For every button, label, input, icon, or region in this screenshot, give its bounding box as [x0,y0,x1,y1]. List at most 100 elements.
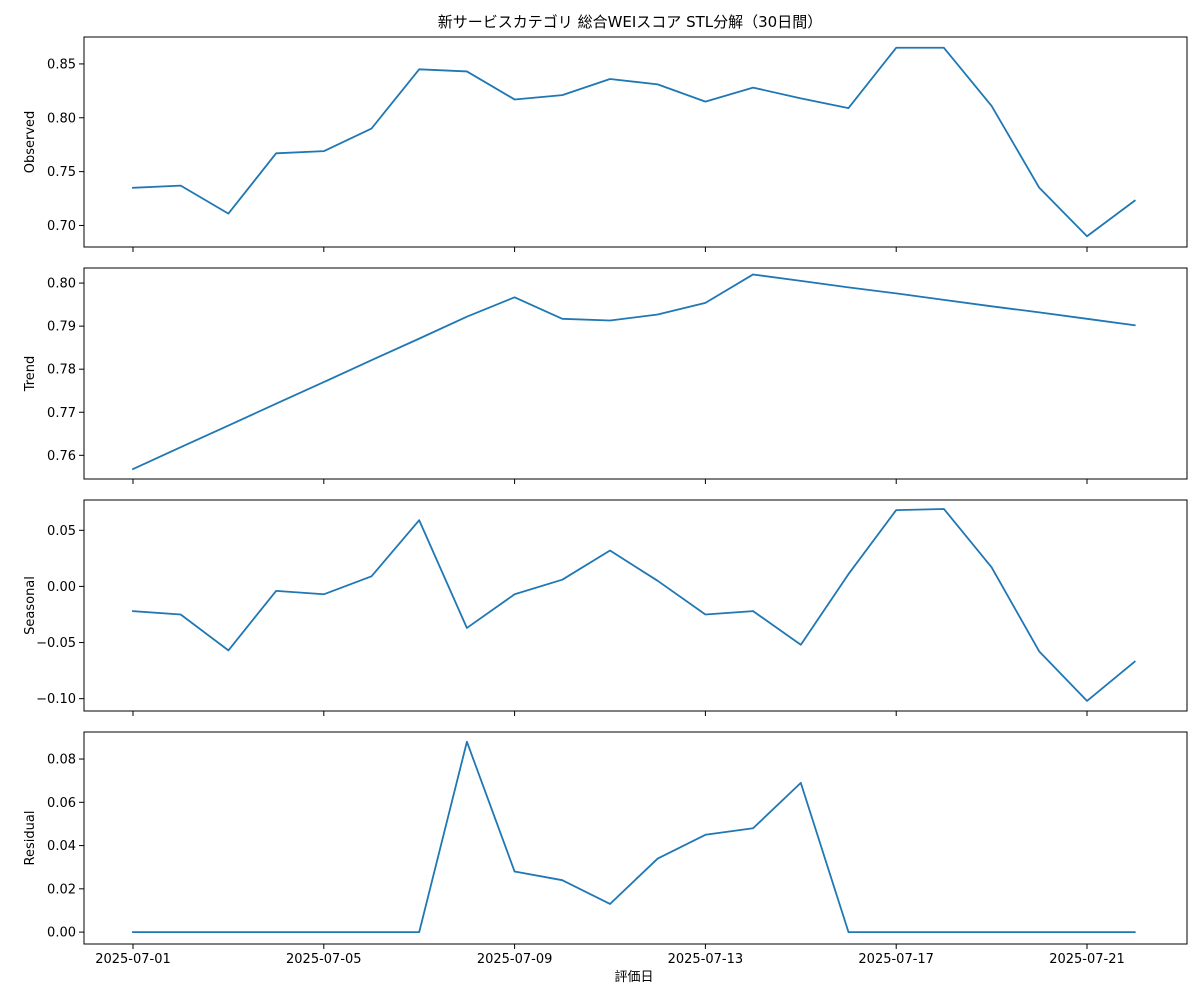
data-point [275,402,277,404]
data-point [1134,931,1136,933]
x-tick-label: 2025-07-17 [858,952,934,967]
data-point [466,315,468,317]
panel-seasonal: −0.10 −0.05 0.00 0.05 Seasonal [23,499,1188,716]
data-point [990,566,992,568]
data-point [1086,318,1088,320]
data-point [704,834,706,836]
data-point [990,305,992,307]
panel-frame [83,36,1188,248]
y-tick-label: 0.77 [47,406,76,421]
chart-panels: 0.70 0.75 0.80 0.85 Observed 0.76 0.77 0.78 0.79… [23,36,1188,967]
data-point [180,613,182,615]
x-axis-label: 評価日 [614,970,653,985]
data-point [227,424,229,426]
y-tick-label: 0.04 [47,839,76,854]
data-point [275,590,277,592]
data-point [800,782,802,784]
data-point [847,107,849,109]
y-tick-label: 0.02 [47,882,76,897]
data-point [657,313,659,315]
y-tick-label: 0.00 [47,926,76,941]
y-axis-label: Residual [23,811,38,866]
data-point [895,931,897,933]
data-point [847,286,849,288]
data-point [1038,311,1040,313]
data-point [704,302,706,304]
y-axis-label: Observed [23,111,38,174]
panel-frame [83,731,1188,945]
data-point [227,212,229,214]
data-point [275,152,277,154]
panel-frame [83,267,1188,480]
y-tick-label: 0.06 [47,796,76,811]
data-point [609,78,611,80]
chart-title: 新サービスカテゴリ 総合WEIスコア STL分解（30日間） [438,13,822,31]
y-tick-label: 0.76 [47,449,76,464]
data-point [704,613,706,615]
data-point [800,97,802,99]
data-point [513,296,515,298]
data-point [466,627,468,629]
data-point [323,931,325,933]
data-point [943,299,945,301]
data-point [1134,324,1136,326]
y-tick-label: 0.75 [47,165,76,180]
data-point [1086,931,1088,933]
data-point [752,273,754,275]
series-line-residual [132,740,1136,933]
data-point [513,98,515,100]
data-point [1038,650,1040,652]
y-tick-label: 0.05 [47,524,76,539]
y-tick-label: 0.79 [47,320,76,335]
panel-frame [83,499,1188,712]
y-tick-label: 0.85 [47,57,76,72]
data-point [561,578,563,580]
x-tick-label: 2025-07-05 [286,952,362,967]
data-point [466,70,468,72]
panel-residual: 0.00 0.02 0.04 0.06 0.08 Residual 2025-07-01 20… [23,731,1188,967]
data-point [752,86,754,88]
y-tick-label: 0.00 [47,580,76,595]
data-point [513,870,515,872]
x-tick-label: 2025-07-13 [668,952,744,967]
y-tick-label: 0.08 [47,753,76,768]
x-tick-label: 2025-07-09 [477,952,553,967]
data-point [657,83,659,85]
data-point [943,931,945,933]
data-point [895,509,897,511]
data-point [847,573,849,575]
data-point [1038,931,1040,933]
data-point [561,318,563,320]
y-tick-label: −0.10 [36,692,76,707]
data-point [561,879,563,881]
data-point [132,931,134,933]
data-point [609,903,611,905]
data-point [895,47,897,49]
x-tick-label: 2025-07-21 [1049,952,1125,967]
data-point [561,94,563,96]
panel-observed: 0.70 0.75 0.80 0.85 Observed [23,36,1188,252]
data-point [990,105,992,107]
y-tick-label: 0.80 [47,277,76,292]
data-point [132,187,134,189]
data-point [227,931,229,933]
data-point [609,319,611,321]
series-line-seasonal [132,508,1136,702]
data-point [418,519,420,521]
data-point [370,575,372,577]
data-point [180,931,182,933]
y-axis-label: Trend [23,356,38,393]
data-point [943,508,945,510]
data-point [657,580,659,582]
data-point [800,280,802,282]
data-point [180,184,182,186]
data-point [1086,700,1088,702]
x-tick-label: 2025-07-01 [95,952,171,967]
data-point [990,931,992,933]
panel-trend: 0.76 0.77 0.78 0.79 0.80 Trend [23,267,1188,484]
data-point [1134,660,1136,662]
data-point [323,381,325,383]
data-point [513,593,515,595]
y-axis-label: Seasonal [23,576,38,635]
